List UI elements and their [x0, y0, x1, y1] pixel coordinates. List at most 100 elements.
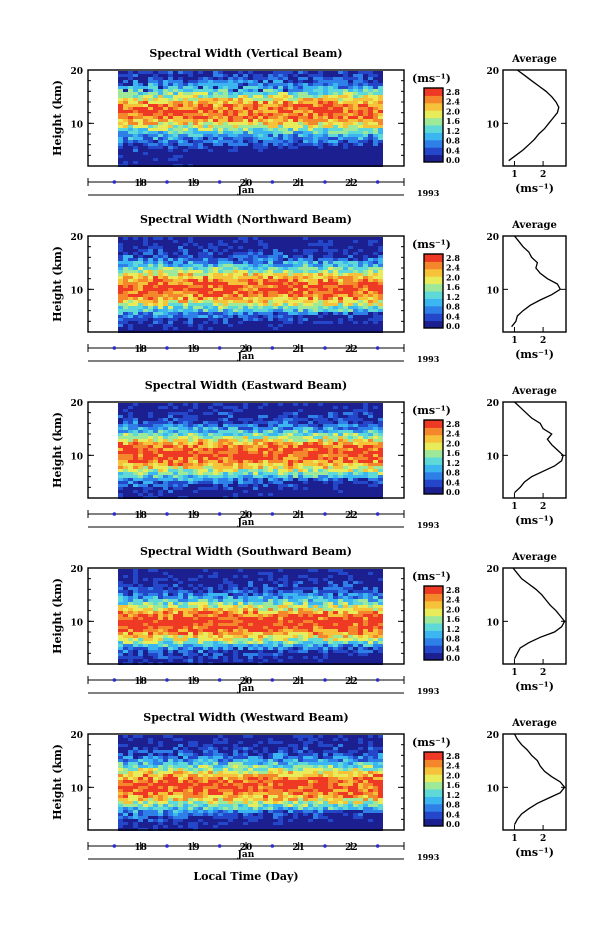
heatmap-cell: [328, 140, 333, 143]
heatmap-cell: [333, 122, 338, 125]
heatmap-cell: [323, 273, 328, 276]
heatmap-cell: [213, 155, 218, 158]
heatmap-cell: [178, 137, 183, 140]
heatmap-cell: [283, 430, 288, 433]
heatmap-cell: [228, 454, 233, 457]
heatmap-cell: [368, 427, 373, 430]
heatmap-cell: [158, 267, 163, 270]
heatmap-cell: [248, 158, 253, 161]
heatmap-cell: [208, 403, 213, 406]
heatmap-cell: [193, 83, 198, 86]
heatmap-cell: [248, 469, 253, 472]
heatmap-cell: [308, 321, 313, 324]
heatmap-cell: [248, 460, 253, 463]
heatmap-cell: [133, 119, 138, 122]
heatmap-cell: [183, 424, 188, 427]
heatmap-cell: [278, 321, 283, 324]
heatmap-cell: [153, 451, 158, 454]
heatmap-cell: [158, 469, 163, 472]
heatmap-cell: [208, 98, 213, 101]
colorbar-swatch: [424, 291, 443, 299]
heatmap-cell: [278, 240, 283, 243]
heatmap-cell: [208, 80, 213, 83]
heatmap-cell: [318, 415, 323, 418]
heatmap-cell: [288, 439, 293, 442]
heatmap-cell: [203, 472, 208, 475]
heatmap-cell: [118, 240, 123, 243]
heatmap-cell: [233, 258, 238, 261]
heatmap-cell: [163, 406, 168, 409]
heatmap-cell: [243, 306, 248, 309]
heatmap-cell: [268, 451, 273, 454]
heatmap-cell: [258, 288, 263, 291]
heatmap-cell: [148, 291, 153, 294]
heatmap-cell: [153, 113, 158, 116]
heatmap-cell: [378, 457, 383, 460]
heatmap-cell: [133, 243, 138, 246]
heatmap-cell: [313, 315, 318, 318]
heatmap-cell: [298, 249, 303, 252]
heatmap-cell: [298, 318, 303, 321]
heatmap-cell: [188, 252, 193, 255]
heatmap-cell: [228, 137, 233, 140]
heatmap-cell: [223, 294, 228, 297]
heatmap-cell: [283, 258, 288, 261]
heatmap-cell: [303, 122, 308, 125]
heatmap-cell: [183, 303, 188, 306]
heatmap-cell: [133, 276, 138, 279]
heatmap-cell: [323, 143, 328, 146]
heatmap-cell: [378, 143, 383, 146]
heatmap-cell: [203, 430, 208, 433]
heatmap-cell: [258, 309, 263, 312]
heatmap-cell: [243, 475, 248, 478]
heatmap-cell: [333, 409, 338, 412]
heatmap-cell: [168, 74, 173, 77]
heatmap-cell: [293, 478, 298, 481]
heatmap-cell: [168, 161, 173, 164]
heatmap-cell: [278, 448, 283, 451]
heatmap-cell: [178, 273, 183, 276]
heatmap-cell: [298, 481, 303, 484]
heatmap-cell: [273, 297, 278, 300]
heatmap-cell: [238, 246, 243, 249]
heatmap-cell: [213, 249, 218, 252]
heatmap-cell: [203, 80, 208, 83]
heatmap-cell: [118, 270, 123, 273]
heatmap-cell: [283, 303, 288, 306]
heatmap-cell: [228, 321, 233, 324]
heatmap-cell: [338, 418, 343, 421]
heatmap-cell: [228, 270, 233, 273]
heatmap-cell: [148, 110, 153, 113]
heatmap-cell: [323, 291, 328, 294]
heatmap-cell: [258, 240, 263, 243]
heatmap-cell: [168, 288, 173, 291]
heatmap-cell: [298, 89, 303, 92]
heatmap-cell: [278, 445, 283, 448]
heatmap-cell: [293, 433, 298, 436]
heatmap-cell: [323, 282, 328, 285]
heatmap-cell: [238, 418, 243, 421]
heatmap-cell: [133, 475, 138, 478]
heatmap-cell: [218, 110, 223, 113]
heatmap-cell: [368, 83, 373, 86]
heatmap-cell: [213, 152, 218, 155]
heatmap-cell: [183, 294, 188, 297]
heatmap-cell: [318, 161, 323, 164]
heatmap-cell: [138, 270, 143, 273]
heatmap-cell: [183, 403, 188, 406]
heatmap-cell: [338, 237, 343, 240]
heatmap-cell: [168, 282, 173, 285]
heatmap-cell: [188, 415, 193, 418]
heatmap-cell: [168, 451, 173, 454]
heatmap-cell: [243, 116, 248, 119]
heatmap-cell: [258, 475, 263, 478]
heatmap-cell: [148, 424, 153, 427]
heatmap-cell: [243, 267, 248, 270]
heatmap-cell: [308, 119, 313, 122]
heatmap-cell: [218, 454, 223, 457]
heatmap-cell: [358, 149, 363, 152]
heatmap-cell: [338, 98, 343, 101]
heatmap-cell: [373, 315, 378, 318]
heatmap-cell: [313, 430, 318, 433]
heatmap-cell: [248, 315, 253, 318]
